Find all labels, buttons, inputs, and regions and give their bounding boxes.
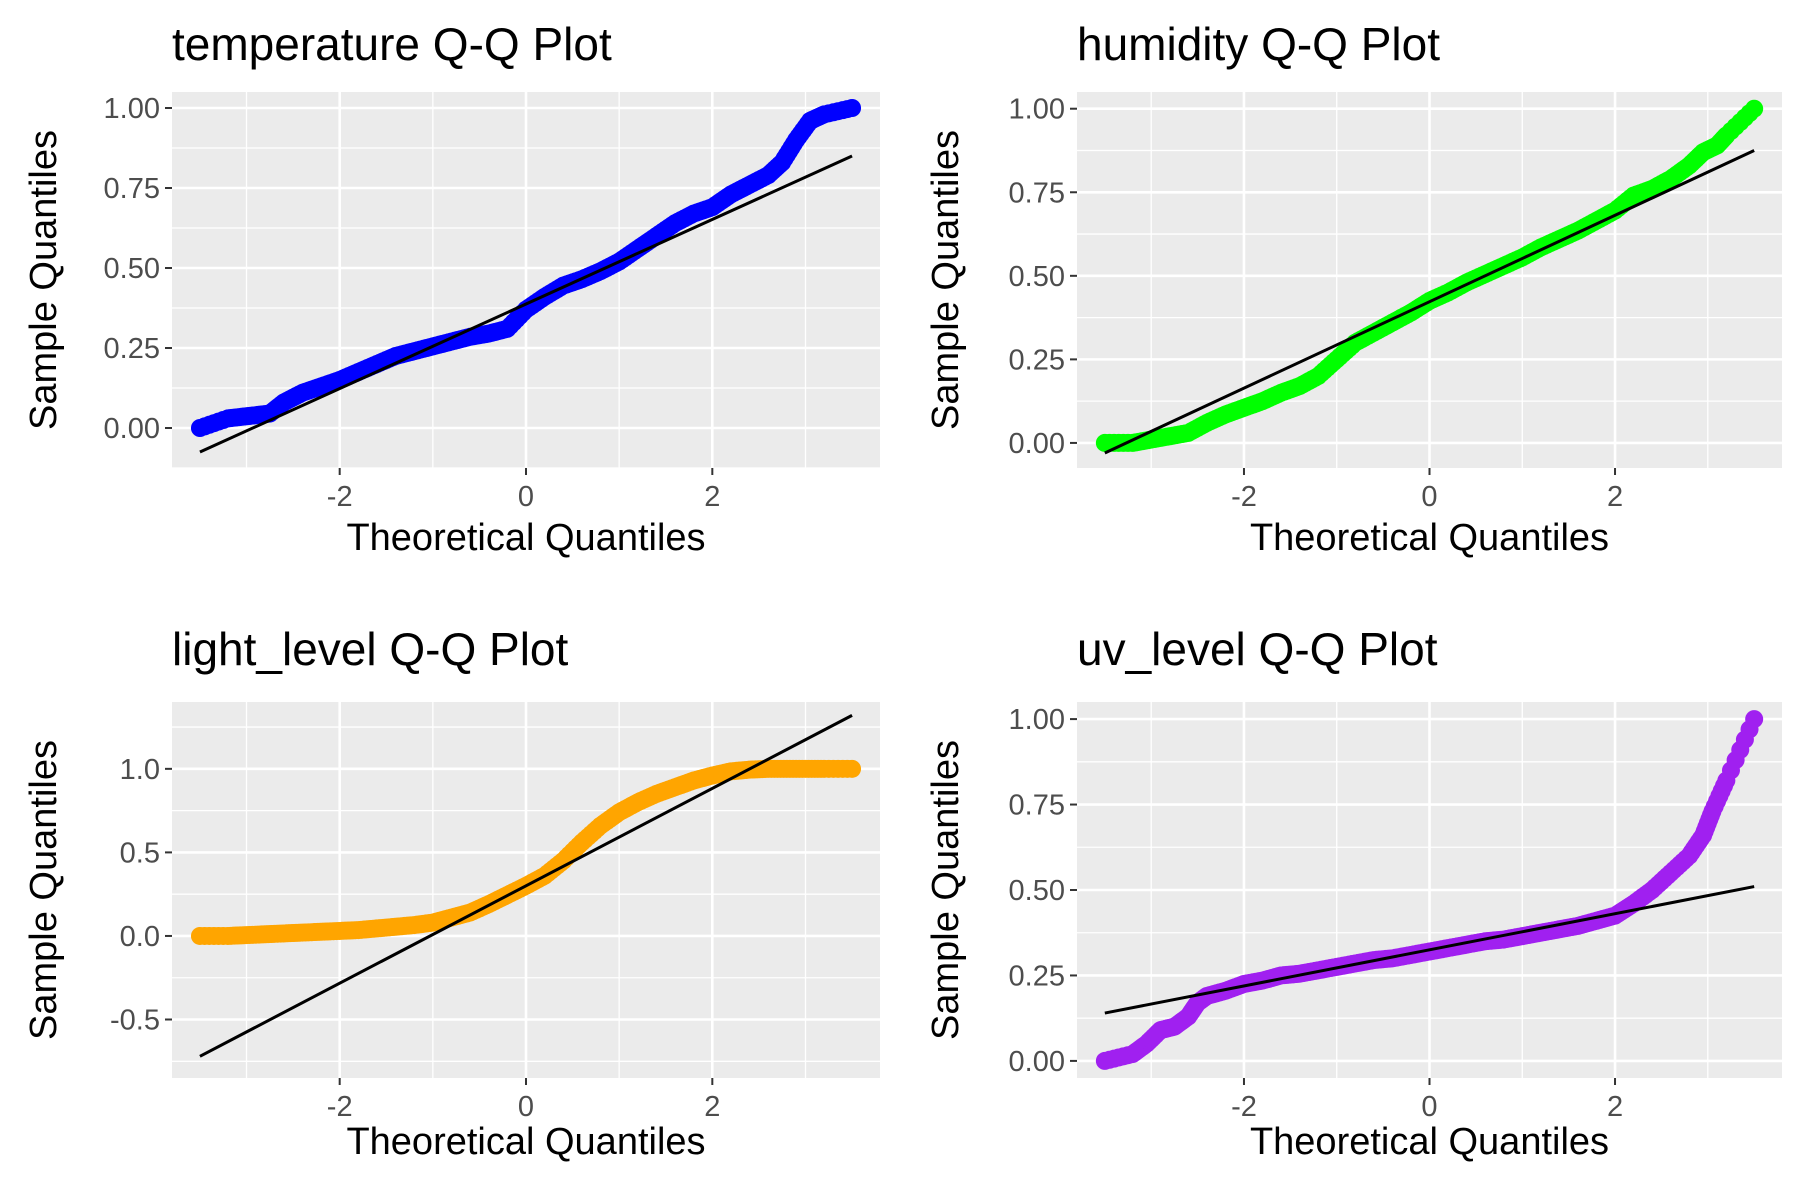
- y-tick-label: 0.50: [1009, 875, 1065, 907]
- y-tick-label: 0.25: [104, 333, 160, 365]
- y-tick-label: 1.00: [104, 93, 160, 125]
- reference-line: [1104, 149, 1755, 455]
- x-tick-label: 2: [704, 481, 720, 513]
- x-tick-label: -2: [1231, 1091, 1257, 1123]
- y-axis-label: Sample Quantiles: [23, 130, 65, 430]
- y-tick-label: 0.75: [1009, 177, 1065, 209]
- data-point: [838, 100, 857, 119]
- y-axis-label: Sample Quantiles: [925, 740, 967, 1040]
- panel-title: humidity Q-Q Plot: [1077, 18, 1440, 70]
- x-tick-label: 0: [518, 481, 534, 513]
- y-tick-label: 0.0: [120, 921, 160, 953]
- x-tick-label: 2: [1607, 481, 1623, 513]
- x-tick-label: -2: [1231, 481, 1257, 513]
- qq-panel-1: -2 0 2 0.00 0.25 0.50 0.75 1.00 temperature Q-Q …: [23, 18, 880, 559]
- qq-panel-4: -2 0 2 0.00 0.25 0.50 0.75 1.00 uv_level Q-Q Plo…: [925, 623, 1782, 1163]
- y-tick-label: 0.25: [1009, 344, 1065, 376]
- panel-title: uv_level Q-Q Plot: [1077, 623, 1438, 675]
- y-axis-label: Sample Quantiles: [23, 740, 65, 1040]
- y-tick-label: 0.00: [1009, 428, 1065, 460]
- panel-title: light_level Q-Q Plot: [172, 623, 568, 675]
- qq-panel-3: -2 0 2 -0.5 0.0 0.5 1.0 light_level Q-Q Plot The…: [23, 623, 880, 1163]
- y-tick-label: -0.5: [110, 1005, 160, 1037]
- y-tick-label: 0.75: [104, 173, 160, 205]
- data-point: [1740, 104, 1759, 123]
- reference-line: [1104, 885, 1755, 1015]
- x-axis-label: Theoretical Quantiles: [1250, 1121, 1609, 1163]
- y-tick-label: 0.00: [104, 413, 160, 445]
- y-tick-label: 0.5: [120, 837, 160, 869]
- x-tick-label: 0: [1421, 481, 1437, 513]
- x-tick-label: 2: [1607, 1091, 1623, 1123]
- reference-line: [199, 714, 853, 1058]
- x-tick-label: -2: [327, 481, 353, 513]
- y-tick-label: 1.00: [1009, 94, 1065, 126]
- y-tick-label: 0.75: [1009, 790, 1065, 822]
- x-axis-label: Theoretical Quantiles: [1250, 517, 1609, 559]
- y-tick-label: 1.00: [1009, 704, 1065, 736]
- y-tick-label: 0.25: [1009, 960, 1065, 992]
- reference-line: [199, 154, 853, 454]
- x-tick-label: 0: [518, 1091, 534, 1123]
- y-axis-label: Sample Quantiles: [925, 130, 967, 430]
- y-tick-label: 0.50: [104, 253, 160, 285]
- x-tick-label: 0: [1421, 1091, 1437, 1123]
- data-point: [1740, 720, 1759, 739]
- data-point: [1715, 776, 1734, 795]
- data-point: [838, 759, 857, 778]
- x-tick-label: -2: [327, 1091, 353, 1123]
- y-tick-label: 0.00: [1009, 1046, 1065, 1078]
- x-tick-label: 2: [704, 1091, 720, 1123]
- qq-panel-2: -2 0 2 0.00 0.25 0.50 0.75 1.00 humidity Q-Q Plo…: [925, 18, 1782, 559]
- x-axis-label: Theoretical Quantiles: [346, 517, 705, 559]
- y-tick-label: 1.0: [120, 754, 160, 786]
- x-axis-label: Theoretical Quantiles: [346, 1121, 705, 1163]
- panel-title: temperature Q-Q Plot: [172, 18, 612, 70]
- y-tick-label: 0.50: [1009, 261, 1065, 293]
